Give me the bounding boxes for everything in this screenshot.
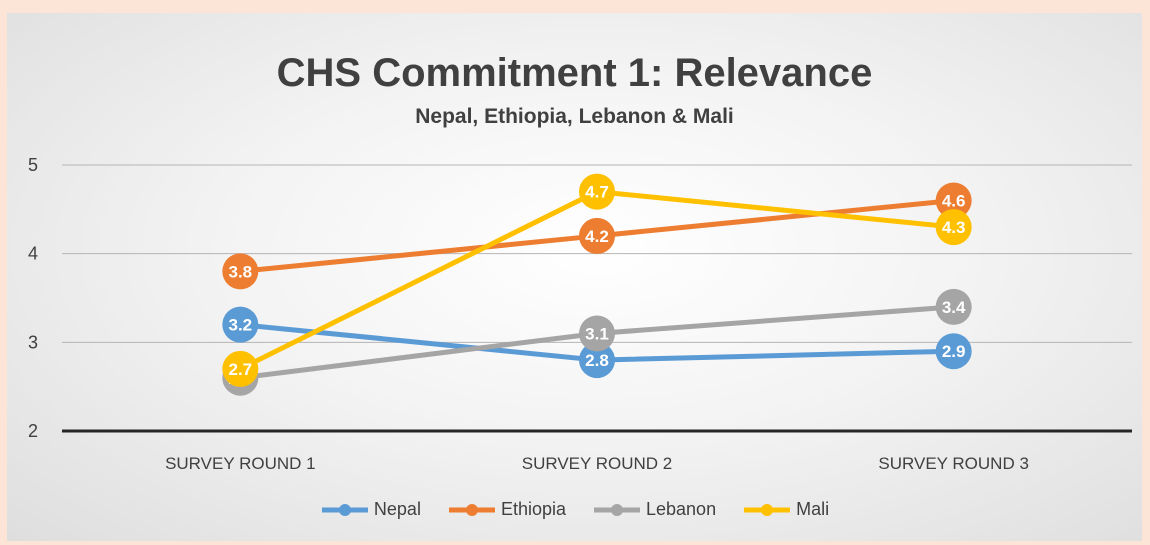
x-tick-label: SURVEY ROUND 1 <box>165 454 316 473</box>
y-tick-label: 3 <box>28 332 38 352</box>
data-label: 3.4 <box>942 298 966 317</box>
legend-label: Ethiopia <box>500 499 566 519</box>
data-label: 4.7 <box>585 183 609 202</box>
data-point-ethiopia <box>222 253 259 290</box>
legend-label: Lebanon <box>646 499 717 519</box>
data-point-mali <box>935 209 972 246</box>
chart-title: CHS Commitment 1: Relevance <box>276 51 873 95</box>
data-point-ethiopia <box>935 182 972 219</box>
y-tick-label: 4 <box>28 244 38 264</box>
legend-item-ethiopia: Ethiopia <box>447 499 566 520</box>
data-label: 3.1 <box>585 324 609 343</box>
legend-item-mali: Mali <box>742 499 829 520</box>
chart-legend: Nepal Ethiopia Lebanon Mali <box>7 499 1142 520</box>
data-label: 2.8 <box>585 351 609 370</box>
legend-marker <box>594 503 640 516</box>
line-chart: 2 3 4 5 SURVEY ROUND 1 SURVEY ROUND 2 SURVEY R… <box>28 155 1132 473</box>
chart-subtitle: Nepal, Ethiopia, Lebanon & Mali <box>415 105 734 128</box>
data-label: 3.2 <box>229 316 253 335</box>
data-point-lebanon <box>579 315 615 352</box>
data-label: 4.6 <box>942 191 966 210</box>
y-tick-label: 2 <box>28 421 38 441</box>
data-label: 2.9 <box>942 342 966 361</box>
data-label: 4.3 <box>942 218 966 237</box>
y-tick-label: 5 <box>28 155 38 175</box>
legend-marker <box>744 503 791 516</box>
x-tick-label: SURVEY ROUND 2 <box>522 454 673 473</box>
data-point-mali <box>222 350 259 387</box>
data-point-lebanon <box>935 288 972 325</box>
legend-marker <box>321 503 368 516</box>
x-tick-label: SURVEY ROUND 3 <box>878 454 1029 473</box>
data-label: 2.7 <box>229 360 253 379</box>
data-point-nepal <box>935 333 972 370</box>
data-label: 4.2 <box>585 227 609 246</box>
data-point-ethiopia <box>579 217 615 254</box>
legend-label: Nepal <box>373 499 421 519</box>
data-point-mali <box>579 173 615 210</box>
chart-area: CHS Commitment 1: Relevance Nepal, Ethio… <box>7 13 1142 541</box>
data-point-nepal <box>579 342 615 379</box>
legend-item-lebanon: Lebanon <box>592 499 716 520</box>
data-point-nepal <box>222 306 259 343</box>
legend-label: Mali <box>796 499 830 519</box>
legend-marker <box>448 503 495 516</box>
data-label: 3.8 <box>229 262 253 281</box>
legend-item-nepal: Nepal <box>320 499 421 520</box>
